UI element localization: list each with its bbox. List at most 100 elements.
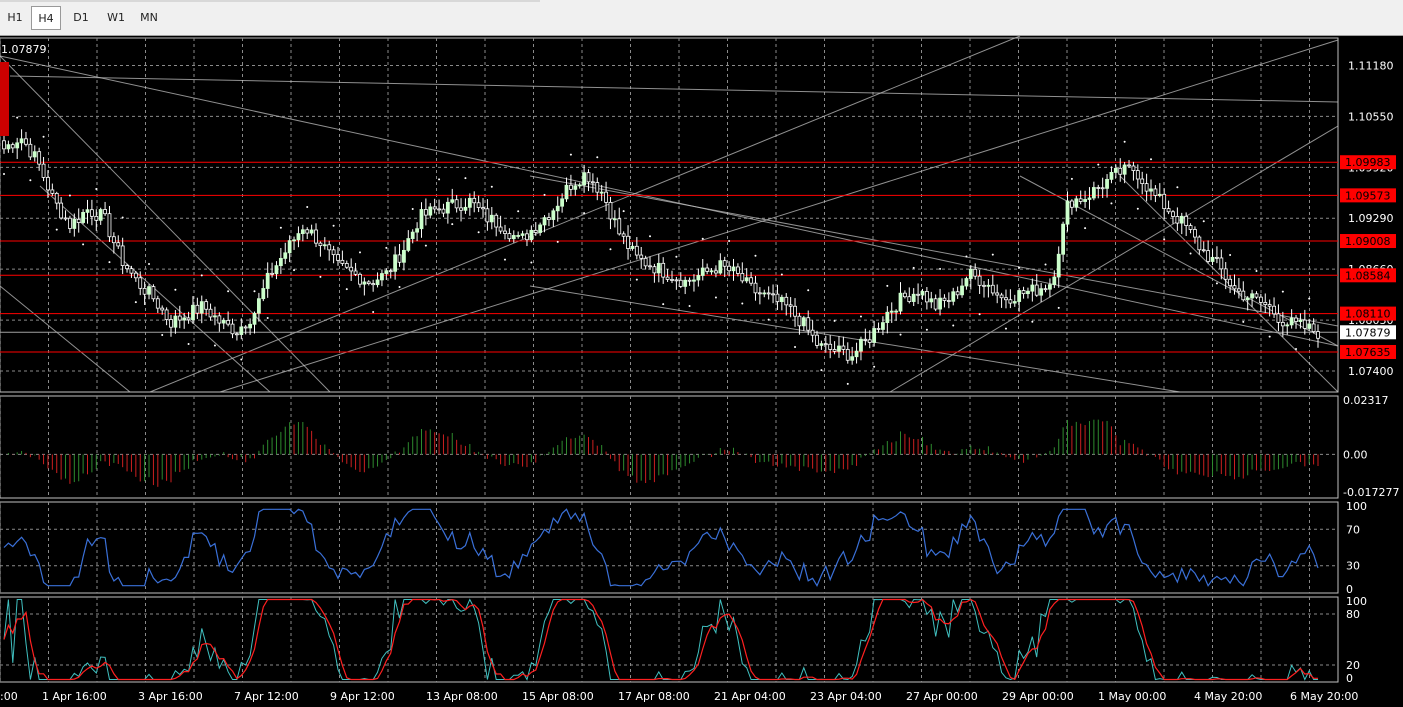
candle-body [806, 317, 811, 331]
sar-dot [556, 240, 559, 243]
sar-dot [121, 216, 124, 219]
candle-body [397, 254, 402, 263]
candle-body [854, 350, 859, 358]
candle-body [1289, 317, 1294, 326]
sar-dot [1097, 163, 1100, 166]
timeframe-h1-button[interactable]: H1 [7, 11, 23, 24]
sar-dot [741, 302, 744, 305]
stoch-tick-label: 20 [1346, 659, 1360, 672]
sar-dot [42, 135, 45, 138]
candle-body [384, 270, 389, 274]
candle-body [1197, 236, 1202, 251]
candle-body [1100, 187, 1105, 190]
sar-dot [728, 239, 731, 242]
candle-body [2, 140, 6, 150]
candle-body [19, 138, 24, 144]
candle-body [283, 252, 288, 259]
trading-chart[interactable]: 1.111801.105501.099201.092901.086601.080… [0, 36, 1403, 707]
candle-body [872, 328, 877, 343]
candle-body [1078, 198, 1083, 202]
timeframe-mn-button[interactable]: MN [140, 11, 158, 24]
candle-body [116, 242, 121, 247]
candle-body [1254, 293, 1259, 298]
stochastic-lines [3, 598, 1318, 681]
timeframe-d1-button[interactable]: D1 [73, 11, 89, 24]
candle-body [516, 235, 521, 237]
trendline [219, 39, 1339, 393]
candle-body [564, 184, 569, 200]
candle-body [999, 294, 1004, 299]
candle-body [652, 266, 657, 274]
candle-body [1074, 198, 1079, 208]
candle-body [256, 298, 261, 314]
stoch-tick-label: 0 [1346, 672, 1353, 685]
candle-body [28, 143, 33, 158]
sar-dot [1242, 320, 1245, 323]
sar-dot [95, 187, 98, 190]
candle-body [1043, 288, 1048, 291]
macd-tick-label: -0.017277 [1343, 486, 1399, 499]
candle-body [828, 343, 833, 350]
sar-dot [503, 258, 506, 261]
candle-body [248, 323, 253, 329]
macd-tick-label: 0.00 [1343, 448, 1368, 461]
sar-dot [939, 267, 942, 270]
candle-body [762, 292, 767, 295]
trendline [529, 175, 1339, 327]
candle-body [445, 201, 450, 214]
candle-body [1307, 323, 1312, 329]
candle-body [1285, 324, 1290, 327]
candle-body [296, 233, 301, 241]
sar-dot [543, 193, 546, 196]
candle-body [801, 317, 806, 327]
candle-body [863, 338, 868, 341]
candle-body [331, 249, 336, 256]
sar-dot [424, 244, 427, 247]
candle-body [344, 263, 349, 268]
macd-tick-label: 0.02317 [1343, 394, 1389, 407]
candle-body [32, 151, 37, 158]
candle-body [569, 184, 573, 190]
sar-dot [16, 116, 19, 119]
candle-body [494, 214, 499, 228]
x-tick-label: 7 Apr 12:00 [234, 690, 299, 703]
rsi-line [3, 508, 1319, 588]
candle-body [1171, 211, 1175, 217]
candle-body [1201, 249, 1206, 252]
sar-dot [873, 365, 876, 368]
candle-body [709, 270, 714, 273]
candle-body [489, 214, 494, 223]
candle-body [305, 229, 310, 234]
candle-body [986, 284, 991, 287]
level-label-bg [1340, 344, 1396, 359]
candle-body [876, 328, 881, 330]
candle-body [678, 279, 683, 287]
candle-body [990, 284, 995, 294]
level-label-bg [1340, 155, 1396, 170]
candle-body [454, 199, 459, 209]
level-label-bg [1340, 234, 1396, 249]
trendline [889, 125, 1339, 393]
candle-body [142, 287, 147, 295]
candle-body [217, 315, 222, 324]
current-price-label: 1.07879 [1345, 326, 1391, 339]
candle-body [423, 209, 428, 216]
candle-body [714, 270, 718, 274]
sar-dot [1070, 177, 1073, 180]
sar-dot [55, 228, 58, 231]
sar-dot [464, 177, 467, 180]
candle-body [169, 319, 173, 328]
timeframe-h4-button[interactable]: H4 [31, 6, 61, 30]
one-click-trade-tab[interactable] [0, 62, 9, 136]
candle-body [1272, 305, 1276, 315]
candle-body [661, 262, 666, 278]
candle-body [670, 279, 674, 281]
x-tick-label: 1 Apr 16:00 [42, 690, 107, 703]
y-tick-label: 1.11180 [1348, 59, 1394, 72]
sar-dot [1123, 140, 1126, 143]
candle-body [322, 244, 327, 247]
timeframe-w1-button[interactable]: W1 [107, 11, 125, 24]
timeframe-toolbar: H1 H4 D1 W1 MN [0, 0, 1403, 36]
sar-dot [227, 290, 230, 293]
candle-body [1184, 215, 1189, 226]
